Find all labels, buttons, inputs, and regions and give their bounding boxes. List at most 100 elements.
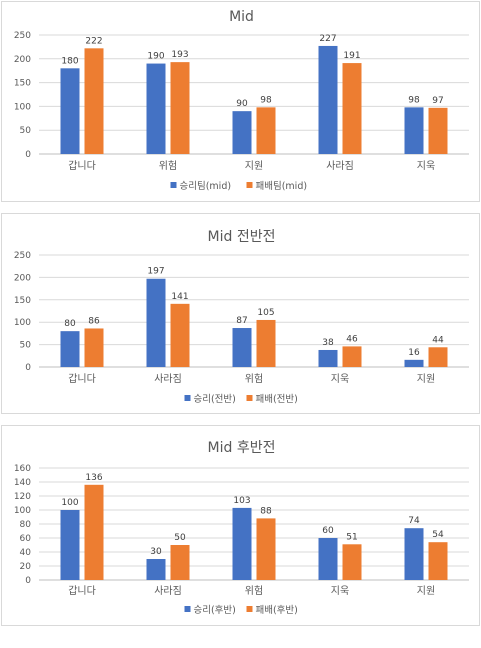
data-label: 97 (432, 96, 443, 106)
data-label: 51 (346, 532, 357, 542)
y-tick-label: 20 (20, 562, 32, 572)
category-label: 지욱 (331, 373, 349, 385)
category-label: 지원 (245, 160, 263, 172)
bar (342, 346, 362, 367)
data-label: 88 (260, 506, 272, 516)
bar (170, 545, 190, 580)
bar (146, 559, 166, 580)
data-label: 197 (147, 267, 164, 277)
y-tick-label: 200 (14, 55, 31, 65)
category-label: 위험 (159, 159, 177, 172)
bar (318, 349, 338, 367)
category-label: 사라짐 (154, 373, 182, 385)
bar (342, 544, 362, 580)
y-tick-label: 100 (14, 102, 31, 112)
bar (256, 107, 276, 154)
data-label: 50 (174, 533, 186, 543)
legend-swatch (170, 182, 177, 188)
chart-title: Mid 전반전 (208, 229, 276, 245)
legend: 승리(후반) 패배(후반) (184, 605, 298, 616)
chart-panel-mid-first-half: Mid 전반전 0 50 100 150 200 250 80 86 갑니다 197 141 사라짐 87… (1, 213, 480, 414)
bar (84, 484, 104, 580)
data-label: 98 (260, 95, 272, 105)
chart-mid-second-half: Mid 후반전 0 20 40 60 80 100 120 140 160 100 136 갑니다 30 5… (14, 440, 469, 616)
category-label: 갑니다 (68, 373, 96, 385)
y-tick-label: 100 (14, 506, 31, 516)
chart-panel-mid-second-half: Mid 후반전 0 20 40 60 80 100 120 140 160 100 136 갑니다 30 5… (1, 425, 480, 626)
data-label: 80 (64, 319, 76, 329)
data-label: 90 (236, 99, 248, 109)
data-label: 191 (343, 51, 360, 61)
category-label: 위험 (245, 584, 263, 597)
data-label: 74 (408, 516, 420, 526)
bar (146, 278, 166, 367)
bar (84, 48, 104, 154)
category-label: 지원 (417, 585, 435, 597)
data-label: 103 (233, 496, 250, 506)
data-label: 227 (319, 34, 336, 44)
data-label: 190 (147, 52, 164, 62)
category-label: 사라짐 (154, 585, 182, 597)
y-tick-label: 120 (14, 492, 31, 502)
chart-mid: Mid 0 50 100 150 200 250 180 222 갑니다 190 193 위험 90 98 지… (14, 9, 469, 192)
legend: 승리팀(mid) 패배팀(mid) (170, 180, 308, 192)
legend-swatch (184, 606, 191, 612)
bar (256, 319, 276, 367)
data-label: 86 (88, 316, 100, 326)
category-label: 위험 (245, 372, 263, 385)
bar (60, 510, 80, 580)
bar (404, 107, 424, 154)
y-tick-label: 40 (20, 548, 32, 558)
data-label: 30 (150, 547, 162, 557)
legend-swatch (246, 395, 253, 401)
data-label: 98 (408, 95, 420, 105)
legend: 승리(전반) 패배(전반) (184, 394, 298, 405)
bar (84, 328, 104, 367)
bar (232, 507, 252, 580)
category-label: 지욱 (331, 585, 349, 597)
bar (170, 62, 190, 154)
category-label: 갑니다 (68, 585, 96, 597)
y-tick-label: 60 (20, 534, 32, 544)
bar (428, 542, 448, 580)
y-tick-label: 100 (14, 318, 31, 328)
y-tick-label: 0 (25, 363, 31, 373)
bar (428, 347, 448, 367)
bar (318, 538, 338, 580)
category-label: 갑니다 (68, 160, 96, 172)
data-label: 193 (171, 50, 188, 60)
y-tick-label: 0 (25, 150, 31, 160)
y-tick-label: 0 (25, 576, 31, 586)
y-tick-label: 160 (14, 464, 31, 474)
data-label: 54 (432, 530, 444, 540)
legend-label: 패배팀(mid) (256, 180, 308, 192)
bar (170, 303, 190, 367)
data-label: 46 (346, 334, 358, 344)
y-tick-label: 50 (20, 126, 32, 136)
bar (60, 331, 80, 367)
y-tick-label: 150 (14, 79, 31, 89)
data-label: 222 (85, 36, 102, 46)
chart-panel-mid: Mid 0 50 100 150 200 250 180 222 갑니다 190 193 위험 90 98 지… (1, 1, 480, 202)
legend-label: 패배(전반) (256, 394, 298, 405)
y-tick-label: 50 (20, 341, 32, 351)
category-label: 지욱 (417, 160, 435, 172)
chart-mid-first-half: Mid 전반전 0 50 100 150 200 250 80 86 갑니다 197 141 사라짐 87… (14, 229, 469, 405)
legend-swatch (246, 606, 253, 612)
bar (60, 68, 80, 154)
data-label: 87 (236, 316, 247, 326)
bar (256, 518, 276, 580)
data-label: 38 (322, 338, 334, 348)
bar (146, 63, 166, 155)
legend-label: 승리(전반) (194, 394, 236, 405)
data-label: 136 (85, 473, 102, 483)
chart-title: Mid 후반전 (208, 440, 276, 456)
legend-label: 패배(후반) (256, 605, 298, 616)
y-tick-label: 200 (14, 273, 31, 283)
category-label: 지원 (417, 373, 435, 385)
y-tick-label: 250 (14, 251, 31, 261)
data-label: 141 (171, 292, 188, 302)
data-label: 44 (432, 335, 444, 345)
bar (404, 359, 424, 367)
data-label: 105 (257, 308, 274, 318)
